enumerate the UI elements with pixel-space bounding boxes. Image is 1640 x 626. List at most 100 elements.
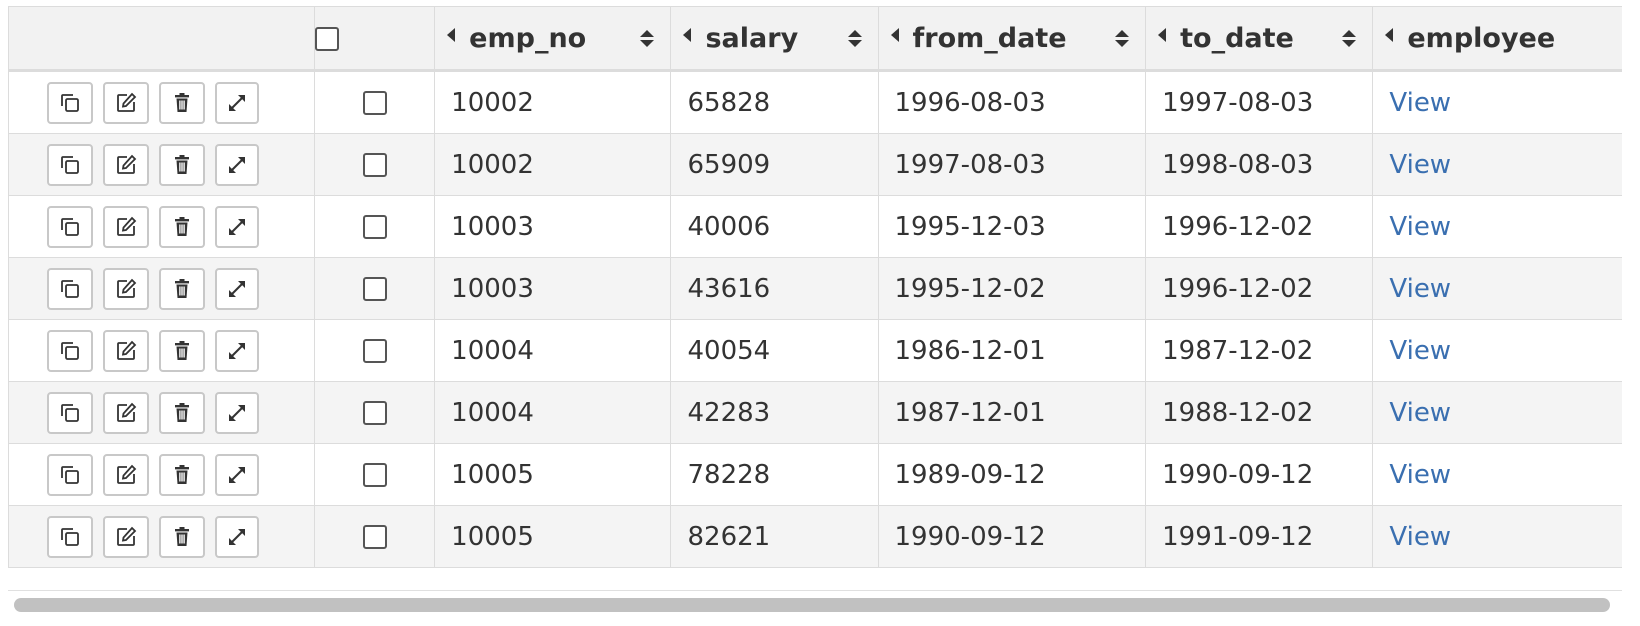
view-employee-link[interactable]: View xyxy=(1389,149,1452,180)
expand-button[interactable] xyxy=(215,515,259,558)
delete-button[interactable] xyxy=(159,329,205,372)
delete-icon xyxy=(175,464,189,484)
delete-icon xyxy=(175,526,189,546)
view-employee-link[interactable]: View xyxy=(1389,521,1452,552)
copy-button[interactable] xyxy=(47,205,93,248)
collapse-column-icon[interactable] xyxy=(683,28,692,42)
delete-button[interactable] xyxy=(159,81,205,124)
delete-button[interactable] xyxy=(159,205,205,248)
expand-button[interactable] xyxy=(215,205,259,248)
employee-cell: View xyxy=(1372,133,1622,196)
copy-button[interactable] xyxy=(47,391,93,434)
row-checkbox[interactable] xyxy=(362,277,387,301)
delete-icon xyxy=(175,92,189,112)
table-row: 10004 42283 1987-12-01 1988-12-02 View xyxy=(8,381,1622,444)
delete-button[interactable] xyxy=(159,391,205,434)
employee-cell: View xyxy=(1372,319,1622,382)
edit-button[interactable] xyxy=(103,205,149,248)
edit-icon xyxy=(117,154,137,174)
from-date-value: 1995-12-03 xyxy=(894,211,1046,242)
salary-value: 43616 xyxy=(687,273,771,304)
sort-icon[interactable] xyxy=(1342,29,1357,47)
view-employee-link[interactable]: View xyxy=(1389,273,1452,304)
column-header-employee[interactable]: employee xyxy=(1372,6,1622,72)
delete-button[interactable] xyxy=(159,453,205,496)
expand-button[interactable] xyxy=(215,143,259,186)
collapse-column-icon[interactable] xyxy=(890,28,899,42)
row-select-cell xyxy=(313,381,436,444)
delete-icon xyxy=(175,402,189,422)
expand-button[interactable] xyxy=(215,267,259,310)
expand-button[interactable] xyxy=(215,453,259,496)
salary-cell: 78228 xyxy=(670,443,879,506)
employee-cell: View xyxy=(1372,505,1622,568)
emp-no-value: 10003 xyxy=(451,211,534,242)
copy-button[interactable] xyxy=(47,81,93,124)
expand-icon xyxy=(229,404,245,421)
to-date-cell: 1996-12-02 xyxy=(1145,195,1374,258)
from-date-cell: 1995-12-02 xyxy=(877,257,1147,320)
edit-button[interactable] xyxy=(103,81,149,124)
row-select-cell xyxy=(313,195,436,258)
row-checkbox[interactable] xyxy=(362,525,387,549)
collapse-column-icon[interactable] xyxy=(1385,28,1394,42)
copy-icon xyxy=(61,155,79,174)
collapse-column-icon[interactable] xyxy=(1158,28,1167,42)
collapse-column-icon[interactable] xyxy=(447,28,456,42)
edit-button[interactable] xyxy=(103,329,149,372)
data-grid: emp_no salary from_date xyxy=(8,6,1622,570)
emp-no-cell: 10004 xyxy=(434,319,672,382)
row-checkbox[interactable] xyxy=(362,153,387,177)
view-employee-link[interactable]: View xyxy=(1389,397,1452,428)
view-employee-link[interactable]: View xyxy=(1389,211,1452,242)
emp-no-value: 10002 xyxy=(451,87,534,118)
column-header-to-date[interactable]: to_date xyxy=(1145,6,1374,72)
to-date-value: 1997-08-03 xyxy=(1162,87,1314,118)
delete-button[interactable] xyxy=(159,515,205,558)
sort-icon[interactable] xyxy=(847,29,862,47)
row-select-cell xyxy=(313,257,436,320)
expand-button[interactable] xyxy=(215,81,259,124)
row-checkbox[interactable] xyxy=(362,91,387,115)
delete-button[interactable] xyxy=(159,143,205,186)
column-header-salary[interactable]: salary xyxy=(670,6,879,72)
sort-icon[interactable] xyxy=(640,29,655,47)
copy-button[interactable] xyxy=(47,515,93,558)
edit-icon xyxy=(117,278,137,298)
sort-icon[interactable] xyxy=(1115,29,1130,47)
to-date-value: 1990-09-12 xyxy=(1162,459,1314,490)
view-employee-link[interactable]: View xyxy=(1389,335,1452,366)
salary-cell: 82621 xyxy=(670,505,879,568)
horizontal-scrollbar[interactable] xyxy=(8,590,1622,617)
copy-button[interactable] xyxy=(47,267,93,310)
from-date-value: 1997-08-03 xyxy=(894,149,1046,180)
expand-button[interactable] xyxy=(215,391,259,434)
expand-button[interactable] xyxy=(215,329,259,372)
select-all-checkbox[interactable] xyxy=(315,27,339,51)
row-actions-cell xyxy=(8,195,315,258)
delete-button[interactable] xyxy=(159,267,205,310)
copy-button[interactable] xyxy=(47,329,93,372)
column-header-label: employee xyxy=(1407,22,1556,54)
column-header-from-date[interactable]: from_date xyxy=(877,6,1147,72)
salary-value: 82621 xyxy=(687,521,771,552)
edit-button[interactable] xyxy=(103,453,149,496)
view-employee-link[interactable]: View xyxy=(1389,459,1452,490)
expand-icon xyxy=(229,218,245,235)
row-checkbox[interactable] xyxy=(362,339,387,363)
delete-icon xyxy=(175,278,189,298)
edit-button[interactable] xyxy=(103,515,149,558)
row-select-cell xyxy=(313,443,436,506)
row-checkbox[interactable] xyxy=(362,463,387,487)
edit-button[interactable] xyxy=(103,143,149,186)
column-header-emp-no[interactable]: emp_no xyxy=(434,6,672,72)
edit-button[interactable] xyxy=(103,267,149,310)
copy-button[interactable] xyxy=(47,143,93,186)
row-checkbox[interactable] xyxy=(362,215,387,239)
copy-button[interactable] xyxy=(47,453,93,496)
edit-button[interactable] xyxy=(103,391,149,434)
salary-value: 78228 xyxy=(687,459,771,490)
scrollbar-thumb[interactable] xyxy=(14,598,1610,612)
row-checkbox[interactable] xyxy=(362,401,387,425)
view-employee-link[interactable]: View xyxy=(1389,87,1452,118)
